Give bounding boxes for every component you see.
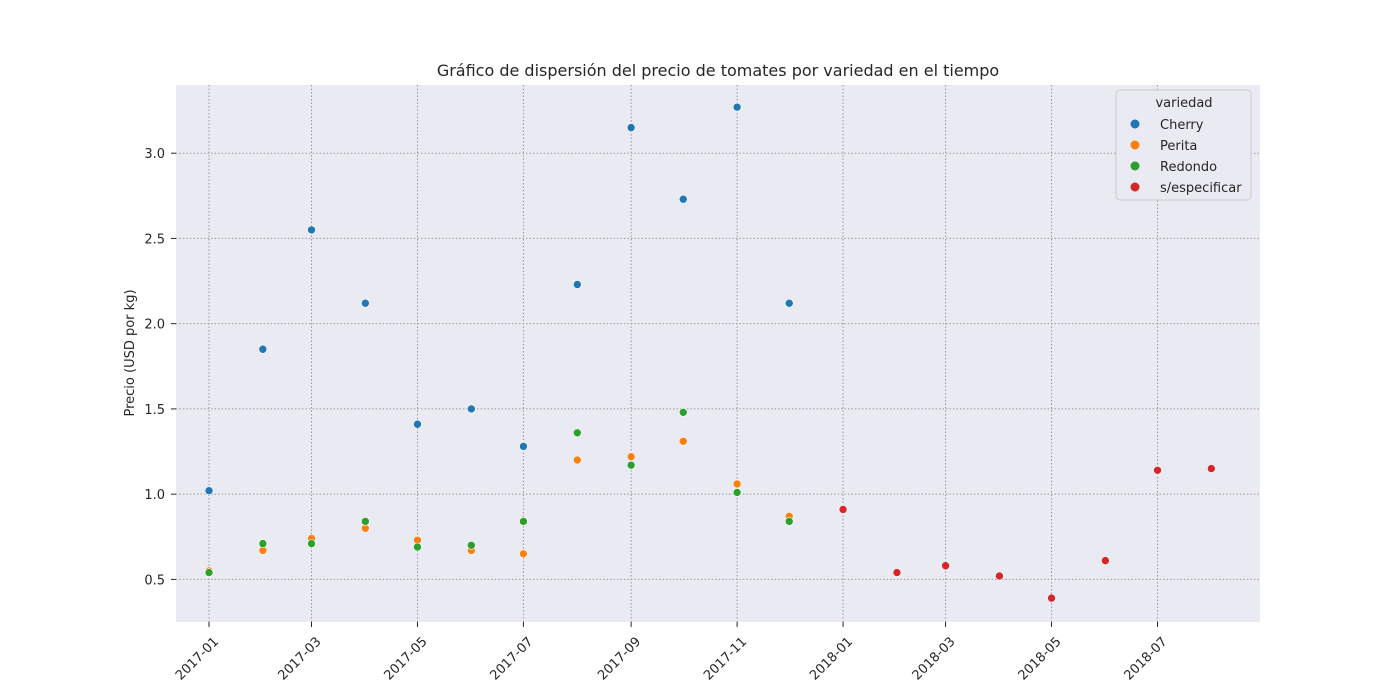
data-point — [784, 517, 794, 526]
legend-label: Perita — [1160, 139, 1197, 154]
data-point — [258, 539, 268, 548]
y-tick-label: 1.0 — [144, 488, 165, 503]
legend-title: variedad — [1155, 96, 1212, 111]
y-tick-label: 3.0 — [144, 147, 165, 162]
chart-title: Gráfico de dispersión del precio de toma… — [437, 61, 999, 80]
data-point — [626, 460, 636, 470]
data-point — [732, 102, 742, 112]
y-axis-label: Precio (USD por kg) — [123, 289, 138, 416]
data-point — [732, 479, 742, 489]
series-s-especificar — [838, 464, 1216, 603]
data-points — [204, 102, 1216, 603]
y-tick-label: 2.5 — [144, 232, 165, 247]
data-point — [626, 452, 636, 461]
data-point — [941, 561, 950, 571]
data-point — [258, 344, 268, 354]
data-point — [572, 455, 582, 465]
legend: variedad Cherry Perita Redondo s/especifica… — [1115, 89, 1252, 201]
data-point — [1101, 556, 1110, 565]
series-redondo — [204, 408, 794, 577]
data-point — [1207, 464, 1216, 473]
legend-label: Redondo — [1160, 160, 1217, 175]
legend-marker — [1130, 182, 1140, 192]
data-point — [626, 123, 636, 132]
series-cherry — [204, 102, 794, 496]
data-point — [467, 540, 476, 550]
data-point — [572, 280, 582, 289]
data-point — [519, 549, 528, 559]
legend-label: s/especificar — [1160, 181, 1242, 196]
y-tick-label: 2.0 — [144, 318, 165, 333]
legend-label: Cherry — [1160, 118, 1204, 133]
data-point — [1047, 593, 1056, 603]
plot-area — [176, 85, 1260, 622]
data-point — [678, 408, 688, 417]
data-point — [413, 542, 422, 552]
legend-box — [1115, 89, 1252, 201]
legend-marker — [1130, 140, 1140, 150]
data-point — [519, 517, 528, 526]
data-point — [361, 517, 370, 526]
data-point — [678, 194, 688, 204]
data-point — [572, 428, 582, 438]
data-point — [995, 571, 1004, 581]
y-tick-label: 0.5 — [144, 573, 165, 588]
data-point — [204, 486, 214, 496]
data-point — [1153, 465, 1162, 475]
data-point — [307, 225, 316, 235]
data-point — [838, 505, 848, 514]
grid-lines — [176, 85, 1260, 622]
data-point — [307, 539, 316, 548]
data-point — [892, 568, 902, 577]
data-point — [732, 488, 742, 497]
data-point — [361, 298, 370, 308]
data-point — [519, 442, 528, 451]
y-axis-ticks: 0.5 1.0 1.5 2.0 2.5 3.0 — [144, 147, 176, 588]
data-point — [413, 419, 422, 429]
legend-marker — [1130, 119, 1140, 129]
data-point — [204, 568, 214, 577]
data-point — [467, 404, 476, 414]
y-tick-label: 1.5 — [144, 403, 165, 418]
legend-marker — [1130, 161, 1140, 171]
data-point — [678, 436, 688, 446]
data-point — [784, 298, 794, 308]
